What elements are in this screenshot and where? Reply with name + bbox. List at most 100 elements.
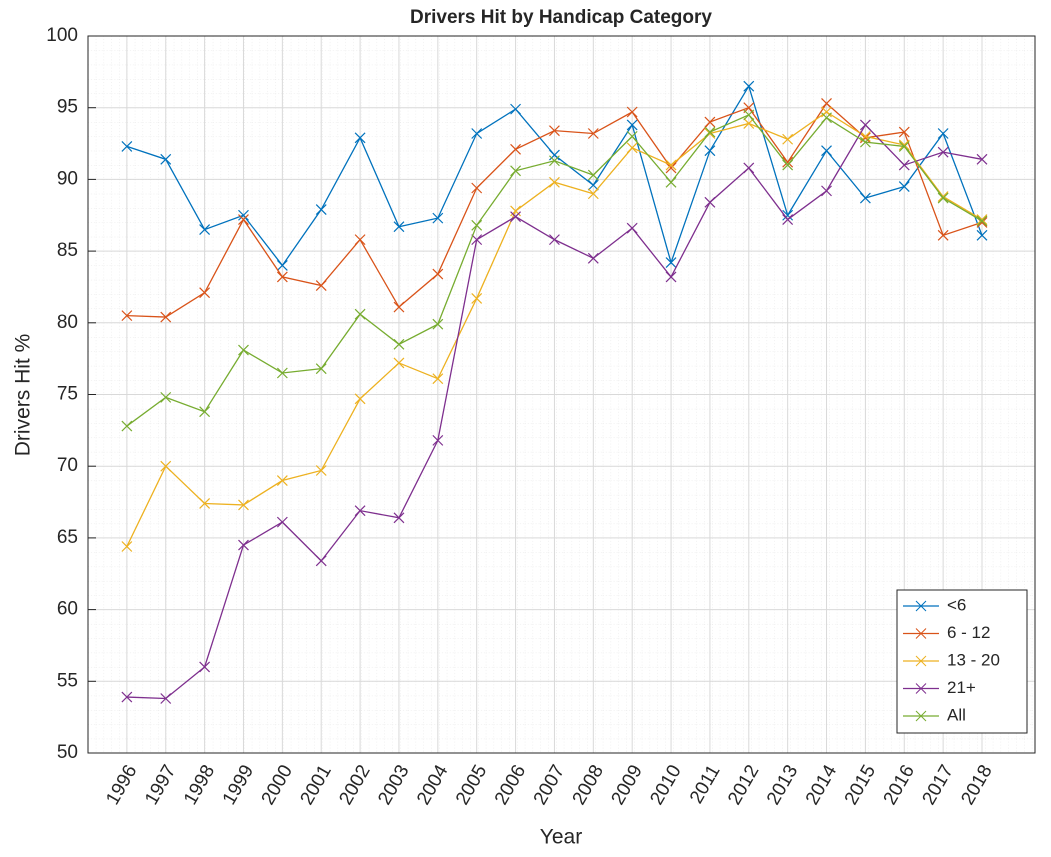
marker bbox=[238, 539, 249, 551]
marker bbox=[626, 106, 638, 118]
marker bbox=[510, 205, 521, 217]
marker bbox=[626, 222, 638, 234]
y-tick-label: 85 bbox=[57, 240, 78, 261]
marker bbox=[471, 219, 483, 231]
y-tick-label: 50 bbox=[57, 742, 78, 763]
x-tick-label: 2015 bbox=[841, 762, 880, 809]
marker bbox=[393, 357, 405, 369]
marker bbox=[937, 128, 949, 139]
marker bbox=[587, 169, 599, 181]
marker bbox=[937, 192, 949, 204]
marker bbox=[549, 234, 560, 246]
marker bbox=[859, 192, 871, 204]
y-axis-label: Drivers Hit % bbox=[12, 334, 35, 457]
marker bbox=[199, 661, 211, 673]
marker bbox=[510, 143, 521, 155]
marker bbox=[665, 162, 677, 174]
marker bbox=[937, 146, 949, 158]
marker bbox=[432, 268, 444, 280]
x-tick-label: 2010 bbox=[646, 762, 685, 809]
y-tick-label: 95 bbox=[57, 97, 78, 118]
y-tick-label: 75 bbox=[57, 384, 78, 405]
legend-marker bbox=[915, 628, 927, 639]
marker bbox=[782, 209, 794, 221]
marker bbox=[549, 176, 560, 188]
marker bbox=[587, 179, 599, 191]
marker bbox=[160, 460, 172, 472]
x-tick-label: 2013 bbox=[763, 762, 802, 809]
legend-marker bbox=[915, 655, 927, 667]
marker bbox=[821, 112, 832, 124]
marker bbox=[199, 406, 211, 418]
marker bbox=[898, 126, 910, 138]
x-tick-label: 2014 bbox=[802, 761, 842, 808]
marker bbox=[160, 311, 172, 323]
marker bbox=[704, 145, 716, 157]
y-tick-label: 55 bbox=[57, 670, 78, 691]
x-tick-label: 2009 bbox=[608, 762, 647, 809]
x-tick-label: 2007 bbox=[530, 762, 569, 809]
marker bbox=[432, 434, 444, 446]
marker bbox=[743, 80, 755, 92]
marker bbox=[471, 182, 483, 194]
marker bbox=[199, 498, 211, 509]
marker bbox=[471, 292, 483, 304]
marker bbox=[743, 109, 755, 121]
marker bbox=[393, 338, 405, 350]
marker bbox=[315, 280, 327, 291]
marker bbox=[432, 212, 444, 224]
x-tick-label: 2018 bbox=[957, 762, 996, 809]
marker bbox=[199, 224, 211, 236]
x-tick-label: 2004 bbox=[413, 761, 453, 808]
series bbox=[121, 106, 988, 552]
marker bbox=[393, 512, 405, 524]
marker bbox=[821, 185, 832, 197]
marker bbox=[238, 214, 249, 225]
marker bbox=[898, 140, 910, 152]
legend-marker bbox=[915, 710, 927, 722]
x-tick-label: 2008 bbox=[569, 762, 608, 809]
marker bbox=[937, 229, 949, 241]
marker bbox=[898, 159, 910, 171]
marker bbox=[626, 130, 638, 142]
y-tick-label: 70 bbox=[57, 455, 78, 476]
marker bbox=[976, 153, 988, 165]
marker bbox=[238, 499, 249, 511]
marker bbox=[432, 373, 444, 385]
marker bbox=[315, 204, 327, 215]
marker bbox=[782, 214, 794, 225]
marker bbox=[976, 229, 988, 241]
marker bbox=[898, 181, 910, 192]
marker bbox=[549, 155, 560, 167]
x-tick-label: 2002 bbox=[335, 762, 374, 809]
series bbox=[121, 109, 988, 432]
marker bbox=[276, 475, 288, 486]
marker bbox=[160, 693, 172, 704]
marker bbox=[238, 344, 249, 356]
x-tick-label: 1998 bbox=[180, 762, 219, 809]
x-tick-label: 2012 bbox=[724, 762, 763, 809]
marker bbox=[354, 505, 366, 517]
marker bbox=[626, 119, 638, 131]
marker bbox=[626, 142, 638, 154]
marker bbox=[315, 555, 327, 567]
marker bbox=[704, 126, 716, 138]
marker bbox=[471, 234, 483, 246]
marker bbox=[587, 128, 599, 139]
series bbox=[121, 97, 988, 323]
y-tick-label: 90 bbox=[57, 168, 78, 189]
x-tick-label: 1996 bbox=[102, 762, 141, 809]
marker bbox=[276, 260, 288, 271]
marker bbox=[859, 136, 871, 148]
marker bbox=[976, 214, 988, 225]
chart-title: Drivers Hit by Handicap Category bbox=[410, 7, 712, 28]
marker bbox=[510, 165, 521, 177]
marker bbox=[704, 196, 716, 208]
x-tick-label: 2000 bbox=[258, 762, 297, 809]
marker bbox=[199, 287, 211, 299]
marker bbox=[549, 125, 560, 137]
marker bbox=[743, 162, 755, 174]
marker bbox=[976, 215, 988, 227]
marker bbox=[276, 271, 288, 283]
